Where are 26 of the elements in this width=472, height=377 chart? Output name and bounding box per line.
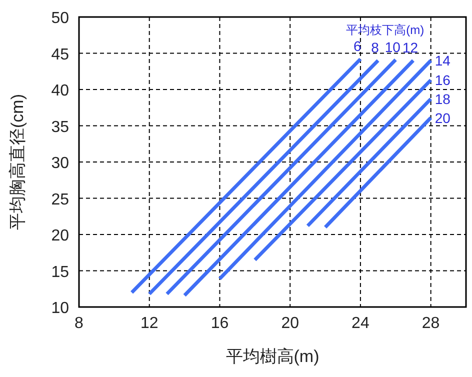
x-tick-label: 16: [210, 315, 229, 332]
y-axis-title: 平均胸高直径(cm): [8, 94, 27, 230]
series-label: 16: [434, 72, 451, 88]
series-label: 8: [371, 40, 380, 56]
series-label: 12: [402, 40, 418, 56]
y-tick-label: 20: [51, 228, 70, 244]
x-axis-title: 平均樹高(m): [226, 347, 320, 366]
series-label: 10: [384, 38, 401, 55]
x-tick-label: 28: [422, 315, 440, 332]
series-label: 18: [434, 90, 451, 107]
y-tick-label: 35: [51, 118, 70, 136]
y-tick-label: 30: [51, 155, 70, 172]
series-label: 14: [434, 52, 451, 68]
series-label: 20: [434, 110, 451, 126]
x-tick-label: 20: [281, 315, 300, 332]
y-tick-label: 25: [51, 191, 70, 208]
y-tick-label: 40: [51, 82, 70, 100]
legend-title: 平均枝下高(m): [346, 23, 424, 37]
y-tick-label: 15: [51, 264, 70, 281]
series-label: 6: [354, 38, 362, 54]
y-tick-label: 10: [51, 300, 70, 317]
x-tick-label: 12: [140, 315, 158, 332]
y-tick-label: 50: [51, 10, 70, 27]
x-tick-label: 8: [74, 315, 84, 332]
y-tick-label: 45: [51, 46, 70, 64]
x-tick-label: 24: [352, 315, 370, 332]
